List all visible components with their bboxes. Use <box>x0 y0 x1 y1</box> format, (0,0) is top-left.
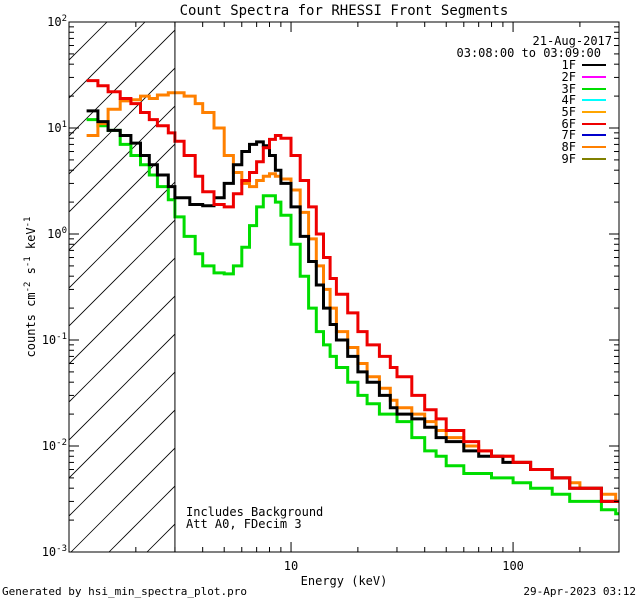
hatch-line <box>69 409 175 517</box>
y-tick-label-1e1: 101 <box>47 120 67 135</box>
legend-label-9F: 9F <box>562 152 576 166</box>
legend-label-7F: 7F <box>562 128 576 142</box>
legend-item-5F: 5F <box>562 105 606 119</box>
svg-text:10-1: 10-1 <box>42 332 67 347</box>
hatch-line <box>69 295 175 403</box>
y-tick-label-1e-3: 10-3 <box>42 544 67 559</box>
legend-item-7F: 7F <box>562 128 606 142</box>
hatch-line <box>69 219 175 327</box>
hatch-line <box>69 257 175 365</box>
footer-timestamp: 29-Apr-2023 03:12 <box>523 585 636 598</box>
hatch-line <box>70 447 175 552</box>
series-line-6F <box>86 79 619 503</box>
legend-item-6F: 6F <box>562 117 606 131</box>
hatch-line <box>69 181 175 289</box>
y-axis-label: counts cm-2 s-1 keV-1 <box>23 217 38 358</box>
hatch-line <box>69 105 175 213</box>
y-tick-label-1e0: 100 <box>47 226 67 241</box>
hatch-line <box>69 333 175 441</box>
hatch-line <box>69 22 108 61</box>
legend-label-6F: 6F <box>562 117 576 131</box>
x-axis-label: Energy (keV) <box>301 574 388 588</box>
legend-item-1F: 1F <box>562 58 606 72</box>
legend-label-8F: 8F <box>562 140 576 154</box>
legend-label-5F: 5F <box>562 105 576 119</box>
footer-generated-by: Generated by hsi_min_spectra_plot.pro <box>2 585 247 598</box>
x-tick-label-10: 10 <box>284 559 298 573</box>
svg-text:100: 100 <box>47 226 67 241</box>
time-range: 03:08:00 to 03:09:00 <box>457 46 602 60</box>
svg-text:10-3: 10-3 <box>42 544 67 559</box>
legend-label-3F: 3F <box>562 82 576 96</box>
y-tick-label-1e-1: 10-1 <box>42 332 67 347</box>
legend-label-1F: 1F <box>562 58 576 72</box>
hatch-line <box>108 485 175 552</box>
hatch-line <box>69 143 175 251</box>
legend-item-8F: 8F <box>562 140 606 154</box>
hatch-line <box>69 67 175 175</box>
excluded-energy-hatch <box>69 22 175 552</box>
series-line-3F <box>86 118 619 516</box>
legend: 1F 2F 3F 4F 5F 6F 7F 8F <box>562 58 606 166</box>
hatch-line <box>69 371 175 479</box>
y-tick-label-1e-2: 10-2 <box>42 438 67 453</box>
series-line-8F <box>86 91 619 503</box>
annotation-attenuator: Att A0, FDecim 3 <box>186 517 302 531</box>
legend-label-4F: 4F <box>562 93 576 107</box>
y-tick-label-1e2: 102 <box>47 14 67 29</box>
legend-item-3F: 3F <box>562 82 606 96</box>
x-tick-label-100: 100 <box>502 559 524 573</box>
legend-label-2F: 2F <box>562 70 576 84</box>
plot-frame <box>68 21 620 553</box>
svg-text:101: 101 <box>47 120 67 135</box>
legend-item-4F: 4F <box>562 93 606 107</box>
svg-text:10-2: 10-2 <box>42 438 67 453</box>
axis-ticks <box>68 22 620 553</box>
annotation-background: Includes Background <box>186 505 323 519</box>
series-line-1F <box>86 109 619 503</box>
legend-item-9F: 9F <box>562 152 606 166</box>
chart-title: Count Spectra for RHESSI Front Segments <box>180 3 509 19</box>
svg-text:102: 102 <box>47 14 67 29</box>
series-lines <box>86 79 619 516</box>
hatch-line <box>69 22 70 23</box>
observation-date: 21-Aug-2017 <box>533 34 612 48</box>
legend-item-2F: 2F <box>562 70 606 84</box>
